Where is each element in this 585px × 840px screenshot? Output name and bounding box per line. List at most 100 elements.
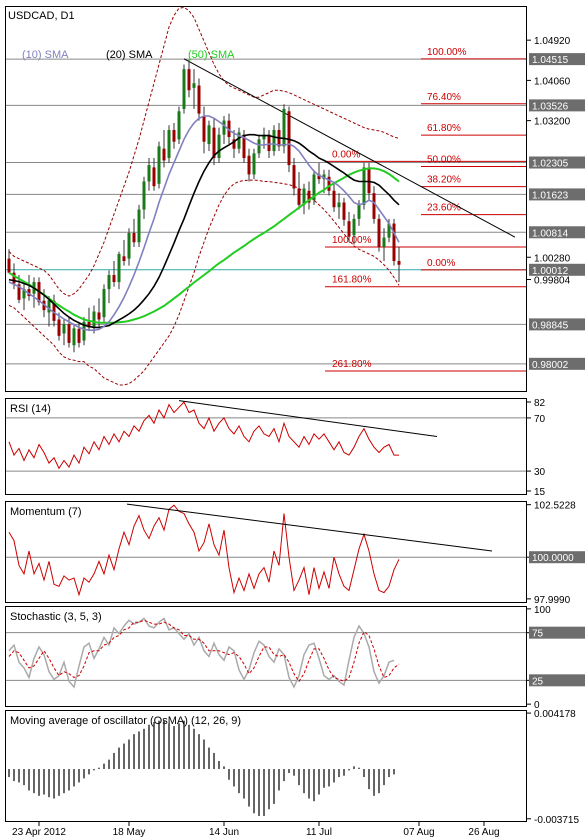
fib-level-label: 50.00%	[427, 154, 461, 165]
price-tick: 1.04060	[534, 76, 571, 87]
candle-body	[7, 258, 11, 273]
candle-body	[377, 218, 381, 247]
price-tick: 1.03200	[534, 117, 571, 128]
candle-body	[62, 324, 66, 334]
candle-body	[57, 319, 61, 336]
candle-body	[382, 237, 386, 247]
stochastic-level-tag: 75	[532, 629, 544, 640]
candle-body	[82, 321, 86, 341]
candle-body	[362, 167, 366, 205]
candle-body	[217, 134, 221, 159]
candle-body	[272, 129, 276, 152]
rsi-panel-tick: 70	[534, 414, 546, 425]
price-level-tag: 1.03526	[532, 101, 569, 112]
price-level-tag-bg	[529, 357, 585, 370]
legend-sma50: (50) SMA	[188, 49, 235, 61]
candle-body	[392, 223, 396, 261]
candle-body	[242, 134, 246, 159]
candle-body	[197, 85, 201, 114]
stochastic-panel-frame	[5, 606, 527, 707]
rsi-panel-tick: 15	[534, 487, 546, 498]
candle-body	[112, 275, 116, 283]
sma20-line	[8, 133, 400, 329]
osma-panel-tick: 0.004178	[534, 709, 576, 720]
candle-body	[297, 188, 301, 205]
candle-body	[132, 232, 136, 243]
candle-body	[222, 120, 226, 135]
price-tick: 1.04920	[534, 36, 571, 47]
stochastic-level-tag-bg	[529, 674, 585, 687]
candle-body	[312, 174, 316, 201]
candle-body	[52, 300, 56, 321]
momentum-panel-tick: 102.5228	[534, 501, 576, 512]
candle-body	[342, 202, 346, 220]
momentum-panel-title: Momentum (7)	[10, 506, 82, 518]
candle-body	[227, 120, 231, 138]
legend-sma10: (10) SMA	[22, 49, 69, 61]
current-price-tag-bg	[529, 263, 585, 276]
candle-body	[22, 289, 26, 299]
fib-ext-label: 261.80%	[332, 359, 372, 370]
candle-body	[322, 174, 326, 180]
main-chart-title: USDCAD, D1	[8, 10, 75, 22]
candle-body	[357, 204, 361, 219]
price-level-tag: 1.02305	[532, 159, 569, 170]
x-axis-label: 07 Aug	[403, 827, 434, 838]
rsi-panel-tick: 82	[534, 398, 546, 409]
candle-body	[247, 155, 251, 175]
candle-body	[17, 284, 21, 300]
price-level-tag-bg	[529, 99, 585, 112]
candle-body	[142, 181, 146, 210]
candle-body	[287, 111, 291, 166]
candle-body	[72, 328, 76, 346]
stochastic-d-line	[8, 619, 400, 683]
price-level-tag-bg	[529, 188, 585, 201]
candle-body	[387, 223, 391, 238]
stochastic-panel-title: Stochastic (3, 5, 3)	[10, 611, 102, 623]
price-tick: 1.00280	[534, 253, 571, 264]
candle-body	[347, 221, 351, 237]
osma-panel-tick: -0.003715	[534, 815, 579, 826]
price-level-tag: 0.98845	[532, 320, 569, 331]
x-axis-label: 11 Jul	[306, 827, 332, 838]
candle-body	[177, 111, 181, 140]
legend-sma20: (20) SMA	[106, 49, 153, 61]
price-level-tag-bg	[529, 226, 585, 239]
fib-level-label: 38.20%	[427, 175, 461, 186]
candle-body	[97, 312, 101, 320]
candle-body	[127, 232, 131, 259]
rsi-panel-frame	[5, 398, 527, 495]
fib-level-label: 76.40%	[427, 92, 461, 103]
current-price-tag: 1.00012	[532, 266, 569, 277]
candle-body	[367, 167, 371, 194]
candle-body	[262, 134, 266, 140]
rsi-panel-tick: 30	[534, 467, 546, 478]
candle-body	[307, 190, 311, 203]
main-panel-frame	[5, 6, 527, 392]
x-axis-label: 26 Aug	[468, 827, 499, 838]
candle-body	[327, 176, 331, 191]
stochastic-panel-tick: 0	[534, 700, 540, 711]
candle-body	[137, 209, 141, 243]
candle-body	[212, 127, 216, 159]
candle-body	[207, 125, 211, 145]
candle-body	[77, 328, 81, 343]
candle-body	[252, 153, 256, 175]
price-level-tag-bg	[529, 53, 585, 66]
momentum-level-tag: 100.0000	[532, 553, 574, 564]
momentum-line	[8, 504, 400, 597]
price-level-tag-bg	[529, 318, 585, 331]
candle-body	[332, 190, 336, 208]
price-level-tag: 0.98002	[532, 360, 569, 371]
candle-body	[257, 139, 261, 154]
candle-body	[292, 165, 296, 189]
momentum-trendline	[126, 503, 493, 552]
candle-body	[147, 165, 151, 182]
osma-panel-frame	[5, 710, 527, 822]
sma10-line	[8, 115, 400, 331]
envelope-upper	[8, 6, 400, 297]
price-level-tag: 1.04515	[532, 55, 569, 66]
candle-body	[317, 174, 321, 180]
candle-body	[92, 311, 96, 327]
